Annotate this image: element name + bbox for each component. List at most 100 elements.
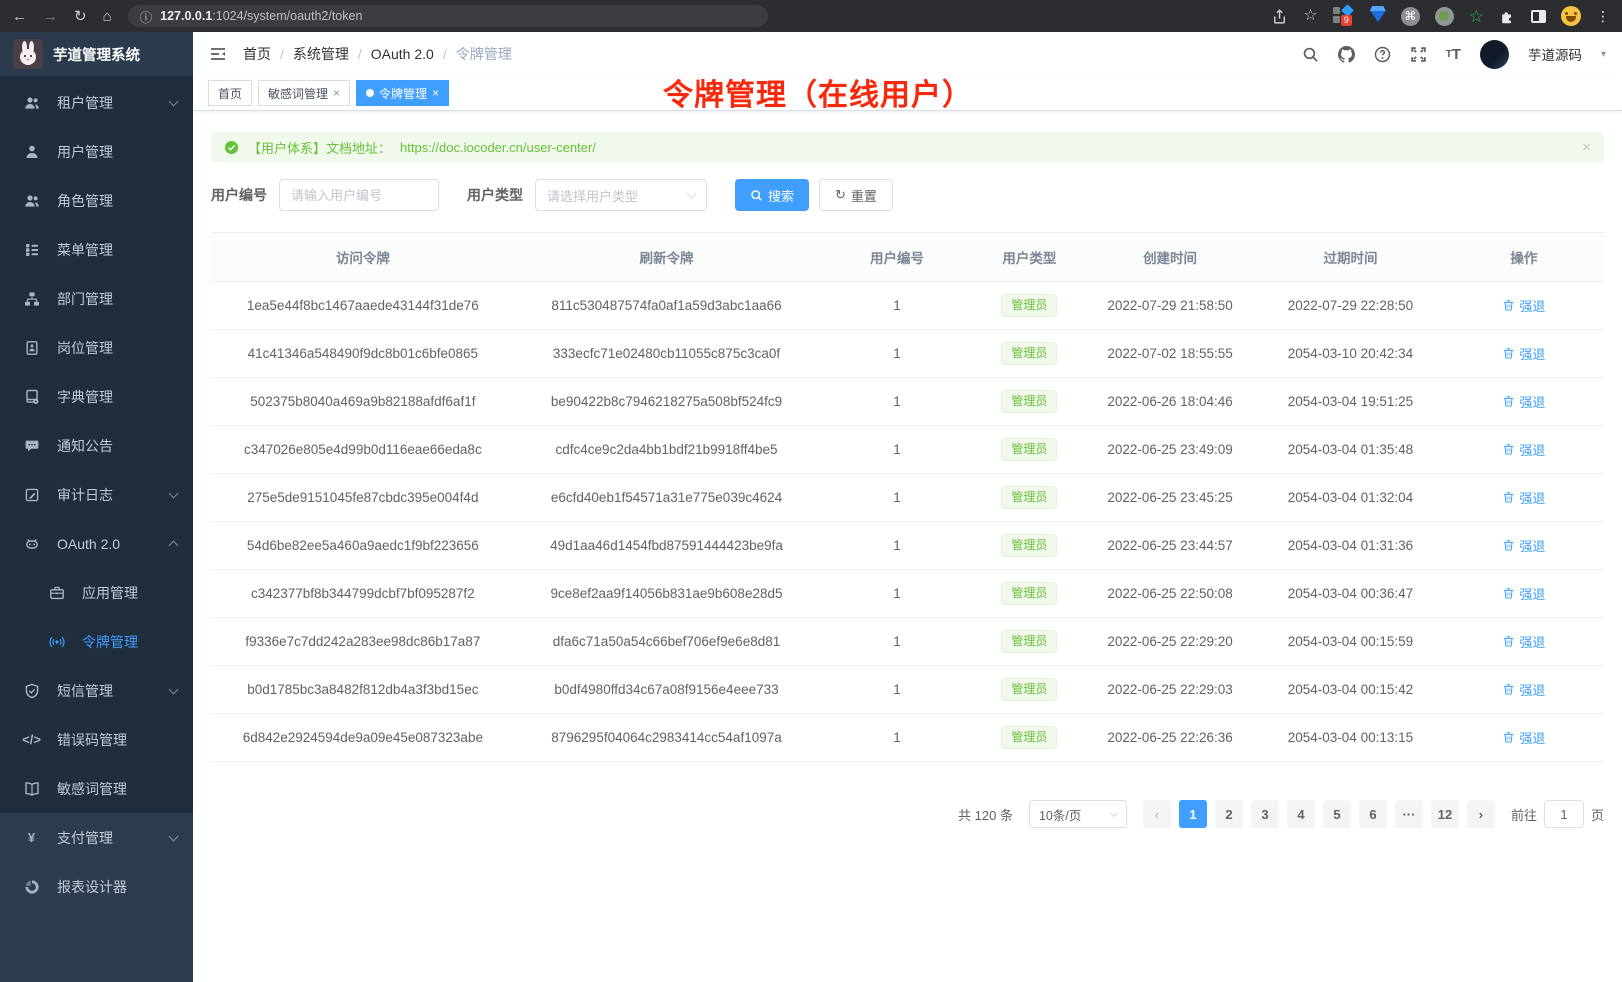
goto-page-input[interactable] <box>1543 800 1584 828</box>
sidebar-item-label: 错误码管理 <box>57 731 127 748</box>
star-extension-icon[interactable]: ☆ <box>1468 6 1484 26</box>
actions-cell: 强退 <box>1443 473 1604 522</box>
collapse-sidebar-icon[interactable] <box>209 45 227 63</box>
sidebar-item-tenant-management[interactable]: 租户管理 <box>0 78 193 127</box>
extensions-shortcut-icon[interactable]: 9 <box>1332 4 1355 26</box>
tab-token-management[interactable]: 令牌管理 × <box>356 80 450 106</box>
close-icon[interactable]: × <box>432 86 440 100</box>
reset-button[interactable]: ↻ 重置 <box>819 179 893 211</box>
command-extension-icon[interactable]: ⌘ <box>1400 6 1420 26</box>
force-logout-button[interactable]: 强退 <box>1502 584 1545 603</box>
puzzle-extensions-icon[interactable] <box>1499 8 1516 25</box>
avatar[interactable] <box>1479 39 1509 69</box>
address-bar[interactable]: ⓘ 127.0.0.1:1024/system/oauth2/token <box>127 5 768 27</box>
page-button-5[interactable]: 5 <box>1322 800 1351 828</box>
page-button-2[interactable]: 2 <box>1214 800 1243 828</box>
share-icon[interactable] <box>1271 8 1288 25</box>
sidebar-item-position-management[interactable]: 岗位管理 <box>0 323 193 372</box>
sidebar-item-dictionary-management[interactable]: 字典管理 <box>0 372 193 421</box>
sidebar-item-sensitive-word-management[interactable]: 敏感词管理 <box>0 764 193 813</box>
page-button-3[interactable]: 3 <box>1250 800 1279 828</box>
browser-back-icon[interactable]: ← <box>12 7 27 25</box>
force-logout-button[interactable]: 强退 <box>1502 680 1545 699</box>
recorder-extension-icon[interactable] <box>1434 6 1454 26</box>
user-type-cell: 管理员 <box>975 473 1083 522</box>
expires-cell: 2054-03-04 01:35:48 <box>1257 425 1444 474</box>
force-logout-button[interactable]: 强退 <box>1502 488 1545 507</box>
browser-menu-icon[interactable]: ⋮ <box>1596 7 1610 24</box>
site-info-icon[interactable]: ⓘ <box>139 10 153 25</box>
chevron-down-icon <box>168 488 179 498</box>
bookmark-star-icon[interactable]: ☆ <box>1303 7 1318 24</box>
sidebar-item-menu-management[interactable]: 菜单管理 <box>0 225 193 274</box>
success-check-icon <box>224 140 239 154</box>
sidebar-item-sms-management[interactable]: 短信管理 <box>0 666 193 715</box>
browser-forward-icon[interactable]: → <box>43 7 58 25</box>
pages-ellipsis[interactable]: ··· <box>1394 800 1423 828</box>
robot-icon <box>23 535 40 552</box>
chevron-down-icon[interactable]: ▾ <box>1600 48 1606 60</box>
refresh-token-cell: be90422b8c7946218275a508bf524fc9 <box>514 377 819 426</box>
search-button[interactable]: 搜索 <box>735 179 810 211</box>
sidebar-item-oauth2[interactable]: OAuth 2.0 <box>0 519 193 568</box>
page-size-select[interactable]: 10条/页 <box>1028 800 1127 828</box>
breadcrumb: 首页 / 系统管理 / OAuth 2.0 / 令牌管理 <box>243 46 512 62</box>
sidebar-item-report-designer[interactable]: 报表设计器 <box>0 862 193 911</box>
token-table: 访问令牌 刷新令牌 用户编号 用户类型 创建时间 过期时间 操作 1ea5e44… <box>211 232 1604 762</box>
gem-extension-icon[interactable] <box>1369 10 1386 22</box>
browser-reload-icon[interactable]: ↻ <box>74 7 87 25</box>
page-button-1[interactable]: 1 <box>1178 800 1207 828</box>
username[interactable]: 芋道源码 <box>1527 48 1582 63</box>
user-type-badge: 管理员 <box>1001 533 1058 558</box>
force-logout-button[interactable]: 强退 <box>1502 296 1545 315</box>
force-logout-button[interactable]: 强退 <box>1502 392 1545 411</box>
sidebar-item-label: 租户管理 <box>57 94 113 111</box>
tab-sensitive-words[interactable]: 敏感词管理 × <box>258 80 351 106</box>
sidebar-item-notice-announcement[interactable]: 通知公告 <box>0 421 193 470</box>
created-cell: 2022-06-25 22:29:03 <box>1083 665 1258 714</box>
sidebar-item-role-management[interactable]: 角色管理 <box>0 176 193 225</box>
force-logout-button[interactable]: 强退 <box>1502 344 1545 363</box>
tab-home[interactable]: 首页 <box>208 80 253 106</box>
page-button-4[interactable]: 4 <box>1286 800 1315 828</box>
github-icon[interactable] <box>1337 45 1355 63</box>
alert-close-icon[interactable]: × <box>1582 138 1591 156</box>
help-icon[interactable] <box>1374 46 1391 63</box>
sidebar-item-department-management[interactable]: 部门管理 <box>0 274 193 323</box>
next-page-button[interactable]: › <box>1466 800 1495 828</box>
sidebar-item-token-management[interactable]: 令牌管理 <box>0 617 193 666</box>
prev-page-button[interactable]: ‹ <box>1142 800 1171 828</box>
sidebar-item-error-code-management[interactable]: </> 错误码管理 <box>0 715 193 764</box>
briefcase-icon <box>48 584 65 601</box>
browser-home-icon[interactable]: ⌂ <box>102 7 112 25</box>
breadcrumb-home[interactable]: 首页 <box>243 46 271 62</box>
force-logout-button[interactable]: 强退 <box>1502 440 1545 459</box>
side-panel-icon[interactable] <box>1531 9 1546 23</box>
table-row: 41c41346a548490f9dc8b01c6bfe0865 333ecfc7… <box>211 329 1604 378</box>
profile-avatar-icon[interactable] <box>1561 6 1581 26</box>
force-logout-button[interactable]: 强退 <box>1502 632 1545 651</box>
shield-check-icon <box>23 682 40 699</box>
search-icon[interactable] <box>1302 46 1319 63</box>
doc-link[interactable]: https://doc.iocoder.cn/user-center/ <box>400 139 596 155</box>
page-button-12[interactable]: 12 <box>1430 800 1459 828</box>
code-icon: </> <box>22 732 41 747</box>
sidebar-item-payment-management[interactable]: ¥ 支付管理 <box>0 813 193 862</box>
breadcrumb-system[interactable]: 系统管理 <box>292 46 349 62</box>
sidebar-item-user-management[interactable]: 用户管理 <box>0 127 193 176</box>
app-title: 芋道管理系统 <box>53 47 140 64</box>
user-type-select[interactable]: 请选择用户类型 <box>535 179 707 211</box>
force-logout-button[interactable]: 强退 <box>1502 536 1545 555</box>
force-logout-button[interactable]: 强退 <box>1502 728 1545 747</box>
user-id-cell: 1 <box>818 713 976 762</box>
sidebar-item-audit-log[interactable]: 审计日志 <box>0 470 193 519</box>
breadcrumb-oauth2[interactable]: OAuth 2.0 <box>370 46 434 62</box>
yen-icon: ¥ <box>27 830 36 845</box>
fullscreen-icon[interactable] <box>1410 46 1427 63</box>
page-button-6[interactable]: 6 <box>1358 800 1387 828</box>
sidebar-item-application-management[interactable]: 应用管理 <box>0 568 193 617</box>
close-icon[interactable]: × <box>333 86 341 100</box>
user-id-label: 用户编号 <box>211 187 267 203</box>
user-id-input[interactable] <box>279 179 439 211</box>
